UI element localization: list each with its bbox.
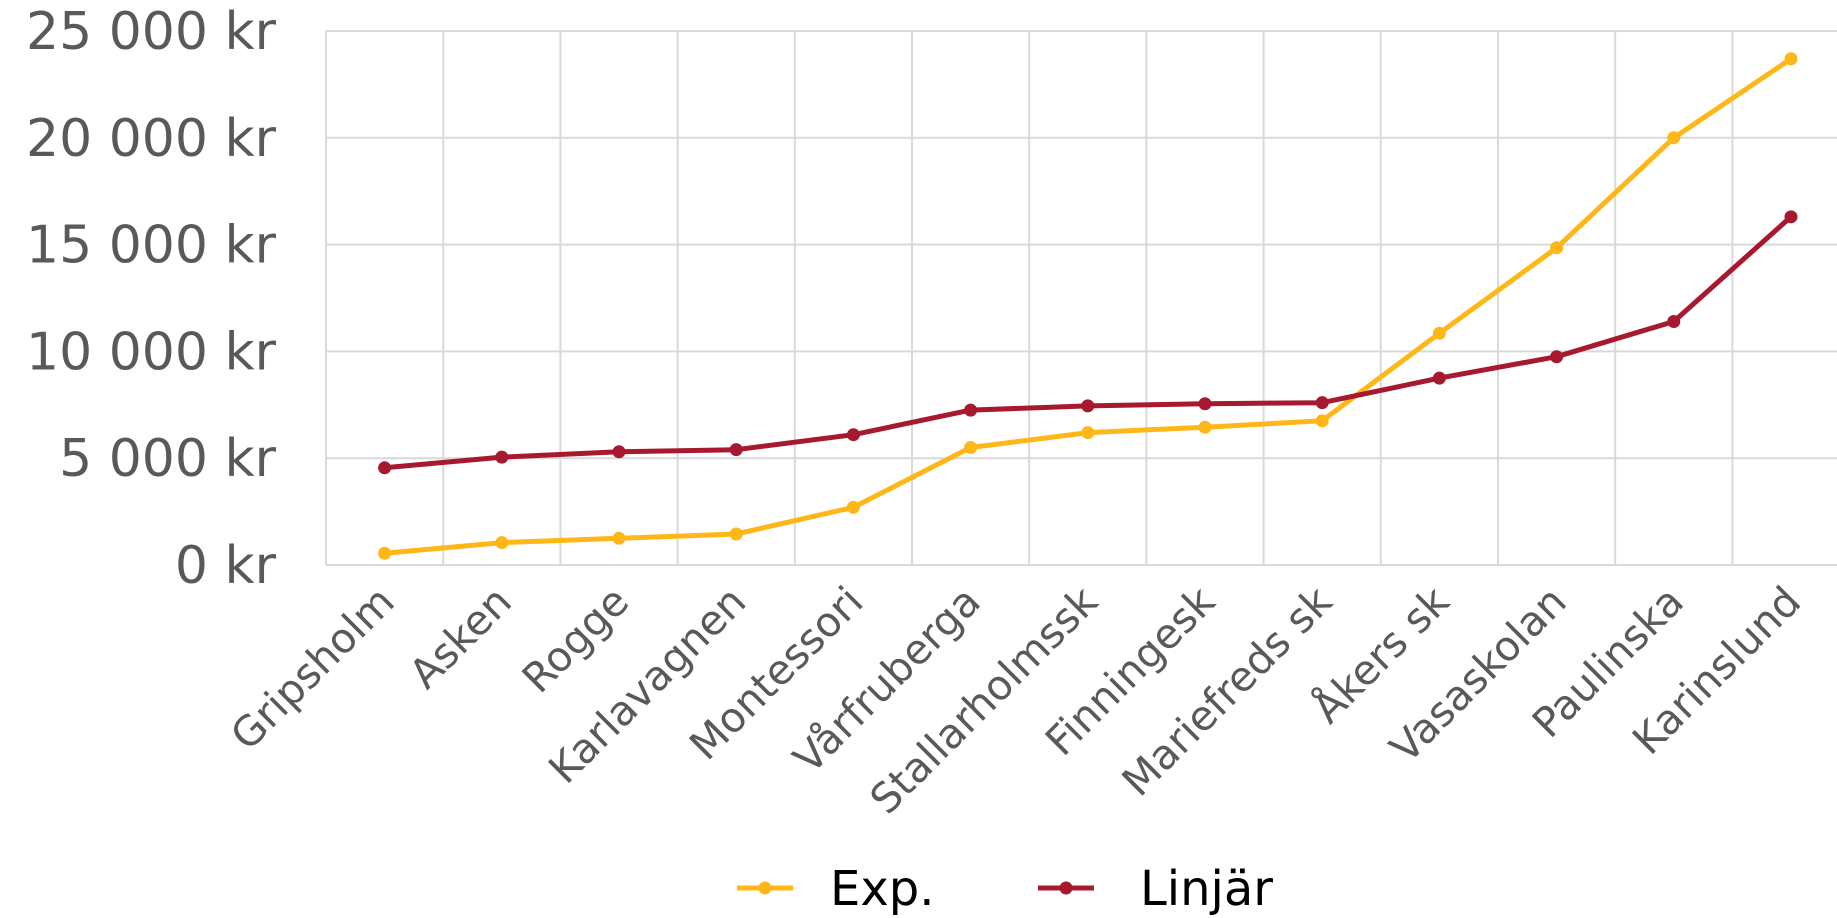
data-point	[1550, 241, 1564, 255]
data-point	[1550, 350, 1564, 364]
data-point	[964, 403, 978, 417]
data-point	[612, 445, 626, 459]
data-point	[964, 441, 978, 455]
y-tick-label: 0 kr	[175, 536, 277, 596]
legend-label: Exp.	[830, 861, 934, 917]
y-tick-label: 20 000 kr	[26, 109, 277, 169]
x-axis: GripsholmAskenRoggeKarlavagnenMontessori…	[221, 577, 1810, 823]
data-point	[1198, 420, 1212, 434]
y-tick-label: 25 000 kr	[26, 2, 277, 62]
data-point	[612, 531, 626, 545]
data-point	[1432, 326, 1446, 340]
legend-item: Exp.	[737, 861, 934, 917]
data-point	[729, 443, 743, 457]
y-tick-label: 10 000 kr	[26, 322, 277, 382]
data-point	[1315, 396, 1329, 410]
data-point	[378, 546, 392, 560]
x-tick-label: Asken	[400, 577, 521, 698]
data-point	[495, 536, 509, 550]
series-linjar	[378, 210, 1798, 475]
data-point	[495, 450, 509, 464]
series-exp	[378, 52, 1798, 560]
legend-label: Linjär	[1140, 861, 1273, 917]
legend-marker	[1059, 881, 1073, 895]
y-tick-label: 15 000 kr	[26, 216, 277, 276]
data-point	[1784, 52, 1798, 66]
data-point	[846, 428, 860, 442]
y-axis: 0 kr 5 000 kr 10 000 kr 15 000 kr 20 000 kr 2…	[26, 2, 277, 596]
y-tick-label: 5 000 kr	[59, 429, 277, 489]
data-point	[729, 527, 743, 541]
x-tick-label: Mariefreds sk	[1113, 577, 1342, 806]
data-point	[378, 461, 392, 475]
data-point	[1081, 426, 1095, 440]
data-point	[1432, 371, 1446, 385]
data-point	[1198, 397, 1212, 411]
x-tick-label: Gripsholm	[221, 577, 403, 759]
series-group	[378, 52, 1798, 560]
grid	[325, 30, 1837, 566]
data-point	[1081, 399, 1095, 413]
legend-marker	[758, 881, 772, 895]
data-point	[1667, 314, 1681, 328]
legend: Exp. Linjär	[737, 861, 1273, 917]
data-point	[1667, 131, 1681, 145]
data-point	[1784, 210, 1798, 224]
data-point	[1315, 414, 1329, 428]
legend-item: Linjär	[1038, 861, 1273, 917]
data-point	[846, 500, 860, 514]
series-line	[382, 56, 1794, 556]
